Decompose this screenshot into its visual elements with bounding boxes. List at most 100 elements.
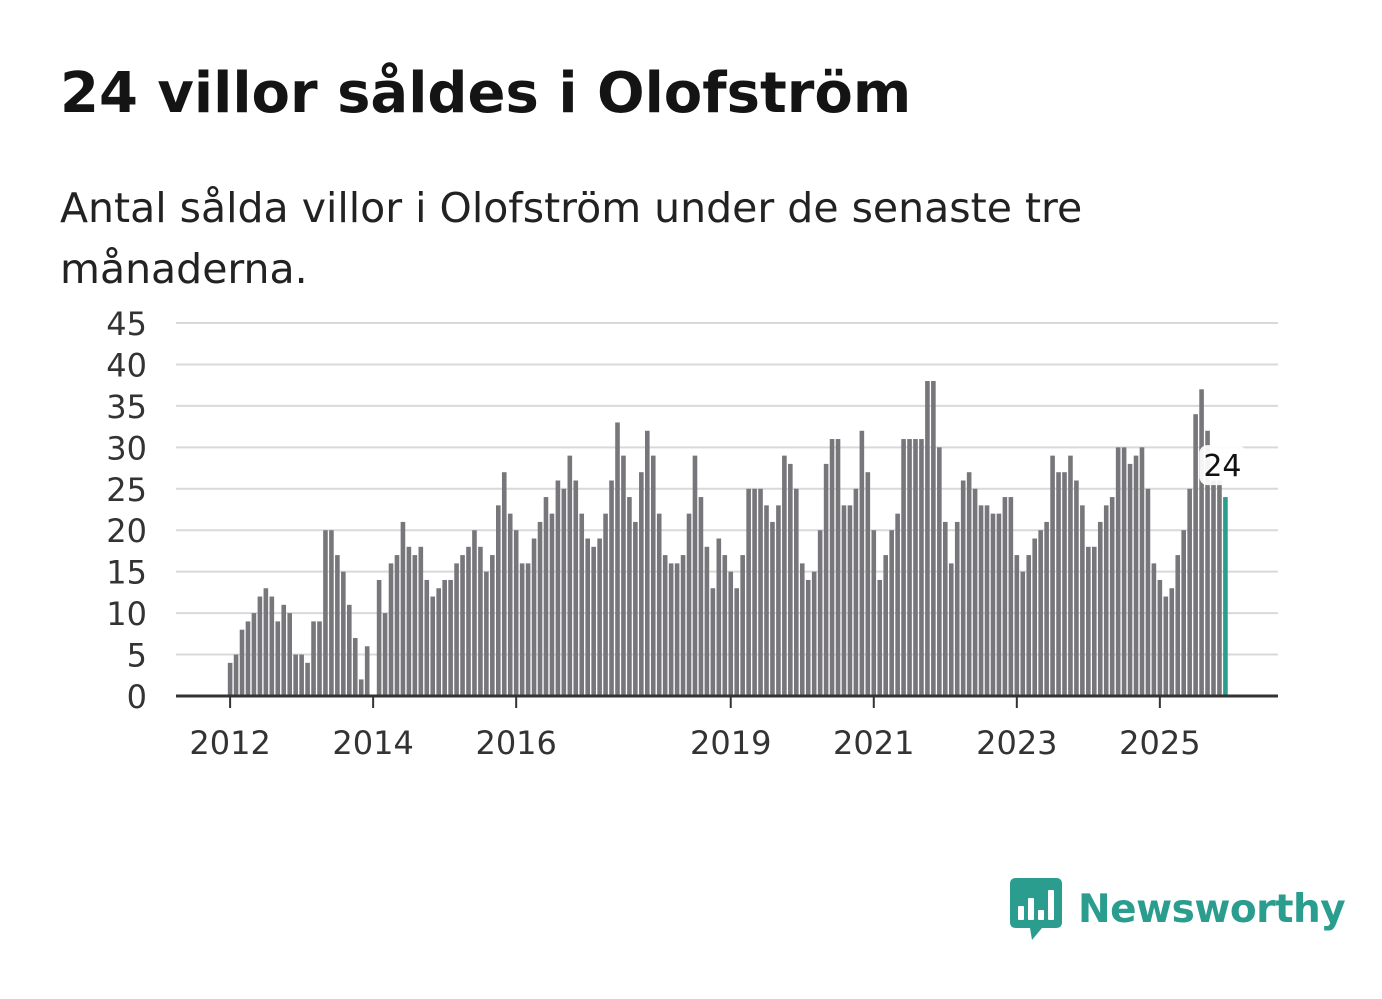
bar xyxy=(525,563,531,696)
bar xyxy=(1062,472,1067,696)
bar xyxy=(1050,455,1055,696)
bar xyxy=(1181,530,1186,696)
bar xyxy=(591,546,596,696)
bar xyxy=(269,596,275,696)
bar xyxy=(865,472,871,696)
bar xyxy=(716,538,722,696)
bar xyxy=(233,654,239,696)
x-tick-label: 2016 xyxy=(475,724,556,762)
bar xyxy=(734,588,739,696)
bar xyxy=(1080,505,1085,696)
bar xyxy=(323,530,328,696)
bar xyxy=(948,563,954,696)
bar xyxy=(627,497,632,696)
bar xyxy=(335,555,340,696)
bar xyxy=(418,546,424,696)
bar xyxy=(883,555,888,696)
bar xyxy=(680,555,686,696)
bar xyxy=(317,621,322,696)
bar xyxy=(1217,480,1222,696)
bar xyxy=(412,555,418,696)
bar xyxy=(1169,588,1175,696)
x-tick-label: 2014 xyxy=(332,724,413,762)
bar xyxy=(579,513,585,696)
bar xyxy=(376,579,382,696)
bar-highlight xyxy=(1223,497,1228,696)
bar xyxy=(287,613,292,696)
chart-subtitle: Antal sålda villor i Olofström under de … xyxy=(60,184,1083,293)
bar xyxy=(728,571,734,696)
x-tick-label: 2012 xyxy=(189,724,270,762)
bar xyxy=(1074,480,1079,696)
bar xyxy=(561,488,567,696)
bar xyxy=(1115,447,1121,696)
bar xyxy=(859,430,865,696)
bar xyxy=(597,538,602,696)
chart-title: 24 villor såldes i Olofström xyxy=(60,61,912,126)
bar xyxy=(907,439,912,696)
bar xyxy=(698,497,704,696)
bar xyxy=(358,679,364,696)
bar xyxy=(758,488,763,696)
bar xyxy=(478,546,483,696)
bar xyxy=(257,596,263,696)
annotation-label: 24 xyxy=(1203,449,1241,484)
bar xyxy=(519,563,525,696)
bar xyxy=(966,472,972,696)
bar xyxy=(555,480,561,696)
bar xyxy=(710,588,716,696)
bar xyxy=(925,381,930,696)
bar xyxy=(352,637,358,696)
y-tick-label: 30 xyxy=(106,429,147,467)
bar xyxy=(639,472,644,696)
bar xyxy=(633,521,638,696)
brand: Newsworthy xyxy=(1010,878,1346,940)
bar xyxy=(245,621,251,696)
bar xyxy=(799,563,805,696)
y-tick-label: 20 xyxy=(106,512,147,550)
bar xyxy=(501,472,507,696)
bar xyxy=(722,555,728,696)
bar xyxy=(984,505,990,696)
annotations: 24 xyxy=(1199,445,1246,486)
bar xyxy=(835,439,841,696)
bar xyxy=(954,521,960,696)
bar xyxy=(686,513,692,696)
bar xyxy=(1020,571,1026,696)
bar xyxy=(776,505,781,696)
bar xyxy=(1044,521,1049,696)
x-tick-label: 2021 xyxy=(833,724,914,762)
bar xyxy=(394,555,400,696)
bar xyxy=(400,521,406,696)
bar xyxy=(1038,530,1043,696)
bar xyxy=(543,497,549,696)
bar xyxy=(990,513,996,696)
bar xyxy=(281,604,287,696)
bar xyxy=(919,439,924,696)
bar xyxy=(442,579,447,696)
y-tick-label: 25 xyxy=(106,471,147,509)
bar xyxy=(877,579,883,696)
bar xyxy=(817,530,823,696)
bar xyxy=(585,538,590,696)
bar xyxy=(466,546,471,696)
y-tick-label: 5 xyxy=(127,637,147,675)
bar xyxy=(1121,447,1127,696)
bar xyxy=(913,439,918,696)
bar xyxy=(454,563,459,696)
bar xyxy=(901,439,906,696)
bar xyxy=(227,662,233,696)
bar xyxy=(1014,555,1020,696)
bar xyxy=(752,488,757,696)
bar xyxy=(805,579,811,696)
bar xyxy=(662,555,668,696)
bar xyxy=(472,530,477,696)
bar xyxy=(567,455,573,696)
bar xyxy=(931,381,936,696)
bar xyxy=(496,505,501,696)
bar xyxy=(656,513,662,696)
bar xyxy=(311,621,316,696)
bar xyxy=(943,521,948,696)
